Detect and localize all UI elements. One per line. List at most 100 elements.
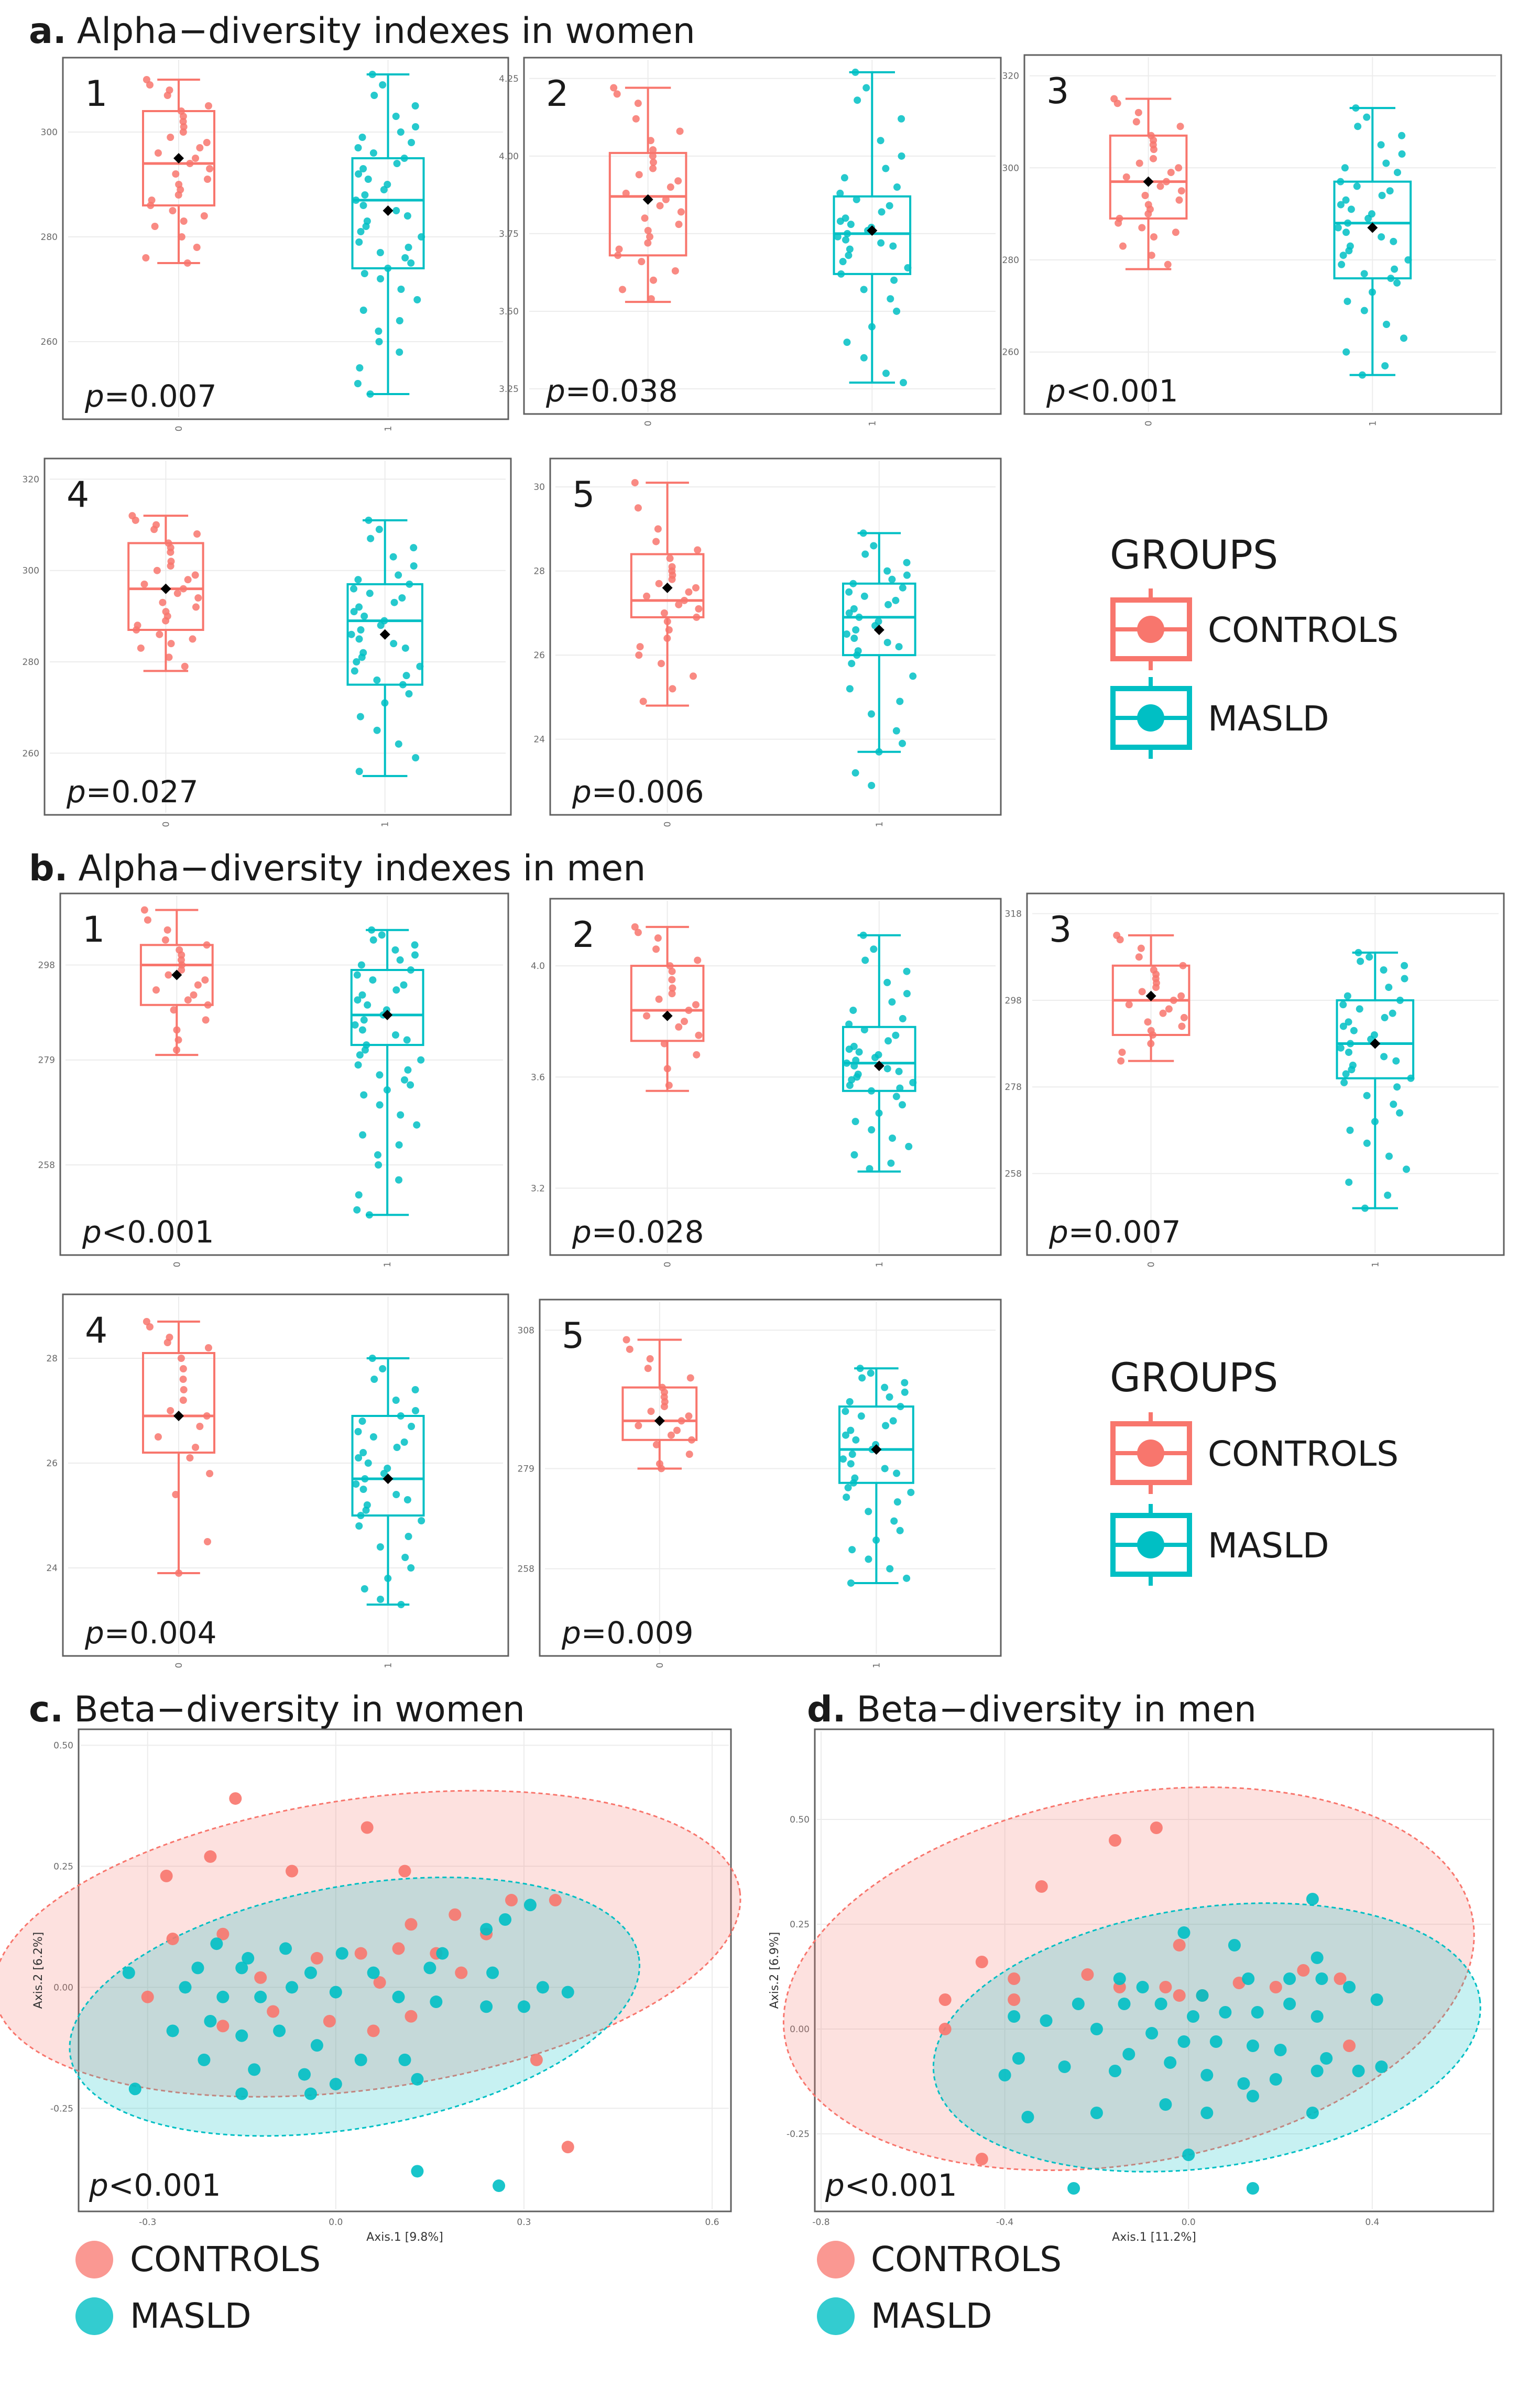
- data-point: [895, 643, 903, 651]
- data-point: [660, 609, 668, 617]
- data-point: [861, 956, 869, 964]
- data-point: [180, 1386, 188, 1393]
- data-point: [392, 1942, 405, 1955]
- data-point: [1306, 1893, 1319, 1905]
- panel-frame: [78, 1728, 732, 2212]
- data-point: [892, 1031, 900, 1039]
- beta-legend-women: CONTROLS MASLD: [75, 2239, 321, 2336]
- data-point: [844, 1484, 852, 1491]
- p-symbol: p: [572, 1214, 592, 1250]
- y-tick-label: 0.25: [790, 1920, 810, 1930]
- data-point: [173, 1046, 181, 1054]
- mean-marker: [171, 969, 182, 980]
- data-point: [1182, 2149, 1195, 2161]
- data-point: [634, 100, 642, 107]
- series-masld: [1336, 948, 1415, 1212]
- data-point: [647, 137, 654, 145]
- data-point: [172, 1491, 180, 1498]
- data-point: [674, 177, 682, 185]
- data-point: [909, 1078, 917, 1086]
- data-point: [893, 307, 901, 315]
- x-tick-label: -0.4: [996, 2217, 1013, 2228]
- data-point: [350, 608, 358, 616]
- data-point: [184, 576, 192, 584]
- data-point: [355, 238, 363, 246]
- data-point: [654, 934, 662, 942]
- data-point: [179, 1365, 187, 1372]
- data-point: [384, 1575, 392, 1582]
- data-point: [889, 242, 897, 250]
- data-point: [411, 951, 419, 959]
- legend-title: GROUPS: [1110, 531, 1278, 578]
- series-masld: [346, 516, 424, 777]
- data-point: [407, 1081, 414, 1089]
- data-point: [1176, 123, 1184, 130]
- x-tick-label: 0: [1146, 1262, 1157, 1268]
- data-point: [845, 588, 853, 596]
- data-point: [846, 245, 854, 253]
- data-point: [1378, 233, 1385, 241]
- data-point: [167, 562, 174, 570]
- iqr-box: [838, 1405, 914, 1484]
- data-point: [1392, 1057, 1400, 1065]
- data-point: [1148, 252, 1155, 259]
- data-point: [405, 1918, 418, 1931]
- data-point: [883, 978, 891, 986]
- data-point: [1391, 265, 1399, 273]
- p-symbol: p: [572, 774, 592, 810]
- data-point: [842, 1431, 849, 1439]
- data-point: [1401, 962, 1408, 969]
- data-point: [192, 1444, 200, 1451]
- beta-legend-men: CONTROLS MASLD: [817, 2239, 1062, 2336]
- data-point: [1162, 178, 1170, 186]
- data-point: [353, 658, 361, 666]
- data-point: [839, 1455, 847, 1463]
- data-point: [896, 1526, 904, 1534]
- data-point: [1380, 1053, 1388, 1061]
- y-tick-label: 3.75: [499, 229, 519, 239]
- y-tick-label: 298: [38, 960, 55, 971]
- data-point: [844, 230, 851, 237]
- data-point: [408, 1423, 416, 1430]
- section-d-letter: d.: [807, 1689, 846, 1730]
- section-c-text: Beta−diversity in women: [74, 1689, 525, 1730]
- data-point: [160, 1869, 173, 1882]
- data-point: [1118, 1049, 1126, 1056]
- data-point: [877, 239, 885, 247]
- data-point: [370, 1376, 378, 1383]
- data-point: [1360, 270, 1368, 278]
- data-point: [359, 307, 367, 314]
- data-point: [893, 1469, 901, 1477]
- x-tick-label: 0: [643, 421, 654, 427]
- data-point: [631, 479, 639, 487]
- data-point: [694, 546, 702, 554]
- boxplot-men-1: 258 279 298 0 1 1 p<0.001: [38, 892, 509, 1267]
- data-point: [393, 160, 401, 167]
- y-tick-label: 0.50: [790, 1815, 810, 1825]
- x-tick-label: 1: [871, 1663, 882, 1669]
- series-masld: [842, 931, 917, 1173]
- data-point: [884, 601, 892, 608]
- legend-key-masld: [1110, 677, 1192, 759]
- data-point: [167, 134, 174, 141]
- data-point: [364, 1001, 372, 1009]
- data-point: [163, 926, 171, 934]
- data-point: [673, 1426, 681, 1434]
- data-point: [375, 526, 383, 533]
- p-value: p<0.001: [825, 2167, 957, 2203]
- series-masld: [842, 529, 917, 789]
- series-controls: [630, 923, 705, 1092]
- data-point: [875, 1109, 883, 1117]
- data-point: [882, 369, 890, 377]
- data-point: [1353, 182, 1361, 190]
- data-point: [1040, 2014, 1053, 2027]
- data-point: [183, 259, 191, 267]
- data-point: [900, 379, 908, 387]
- data-point: [165, 653, 173, 661]
- y-tick-label: 280: [1002, 255, 1019, 266]
- data-point: [193, 244, 201, 251]
- data-point: [369, 149, 377, 157]
- data-point: [412, 1407, 420, 1414]
- data-point: [1306, 2107, 1319, 2119]
- data-point: [203, 176, 211, 183]
